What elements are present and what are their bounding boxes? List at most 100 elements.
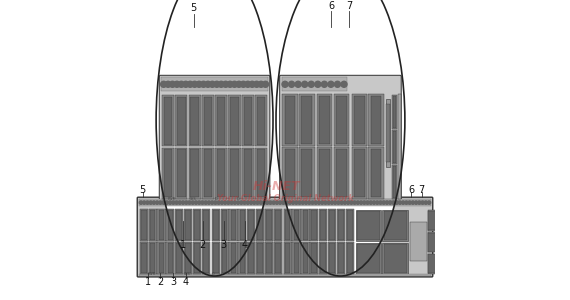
Bar [177, 243, 182, 273]
Bar [284, 149, 295, 197]
Circle shape [162, 201, 165, 204]
FancyBboxPatch shape [280, 75, 401, 202]
Bar [242, 95, 254, 146]
Circle shape [241, 81, 246, 87]
Bar [354, 96, 365, 144]
Circle shape [253, 201, 256, 204]
Bar [302, 149, 312, 197]
Bar [229, 242, 238, 274]
Text: 5: 5 [140, 185, 146, 195]
Circle shape [158, 201, 162, 204]
FancyBboxPatch shape [159, 75, 270, 202]
Bar [190, 97, 199, 145]
Bar [141, 210, 146, 240]
Bar [239, 210, 245, 240]
Circle shape [382, 201, 385, 204]
Circle shape [258, 81, 264, 87]
Bar [164, 149, 172, 197]
Bar [274, 209, 282, 241]
Circle shape [233, 201, 237, 204]
Bar [294, 210, 299, 240]
Circle shape [314, 201, 317, 204]
Bar [150, 243, 156, 273]
Circle shape [349, 201, 353, 204]
Bar [393, 96, 396, 128]
Bar [392, 165, 397, 199]
Circle shape [209, 81, 215, 87]
Circle shape [207, 201, 211, 204]
Circle shape [194, 201, 198, 204]
Bar [247, 209, 255, 241]
Circle shape [395, 201, 398, 204]
Text: D: D [211, 272, 214, 276]
Circle shape [366, 201, 369, 204]
Bar [386, 99, 390, 167]
Circle shape [161, 81, 166, 87]
Bar [222, 210, 227, 240]
Circle shape [198, 201, 201, 204]
Bar [265, 242, 273, 274]
Circle shape [201, 81, 206, 87]
Circle shape [304, 201, 308, 204]
Bar [157, 242, 166, 274]
Bar [368, 94, 384, 146]
Bar [370, 96, 381, 144]
Bar [229, 95, 241, 146]
Bar [328, 242, 336, 274]
Bar [215, 95, 227, 146]
Bar [177, 210, 182, 240]
Circle shape [298, 201, 302, 204]
Bar [231, 210, 237, 240]
Bar [347, 243, 353, 273]
Bar [428, 232, 442, 252]
Bar [386, 104, 389, 162]
Text: 4: 4 [183, 277, 189, 287]
Bar [283, 242, 292, 274]
Bar [338, 243, 344, 273]
Text: ID: ID [215, 197, 219, 201]
Bar [393, 131, 396, 163]
Bar [243, 149, 252, 197]
Bar [162, 148, 174, 199]
Bar [285, 243, 291, 273]
Bar [249, 243, 254, 273]
Ellipse shape [276, 0, 405, 276]
Bar [203, 210, 209, 240]
Circle shape [230, 201, 233, 204]
Bar [175, 209, 184, 241]
Bar [384, 211, 407, 240]
Circle shape [295, 81, 301, 87]
Bar [311, 210, 317, 240]
Bar [247, 242, 255, 274]
Circle shape [282, 201, 285, 204]
Bar [157, 209, 166, 241]
Bar [384, 244, 407, 273]
Circle shape [237, 201, 240, 204]
Bar [319, 149, 330, 197]
Circle shape [328, 81, 334, 87]
Bar [166, 242, 174, 274]
Circle shape [291, 201, 295, 204]
Bar [229, 209, 238, 241]
Text: Your Global Original Network: Your Global Original Network [217, 194, 353, 202]
Circle shape [301, 201, 304, 204]
Text: SYS: SYS [190, 197, 196, 201]
Circle shape [359, 201, 363, 204]
Bar [334, 147, 349, 199]
Bar [230, 149, 239, 197]
Bar [222, 243, 227, 273]
Bar [336, 96, 347, 144]
Circle shape [385, 201, 389, 204]
Bar [162, 95, 174, 146]
Circle shape [321, 81, 327, 87]
Circle shape [152, 201, 156, 204]
Circle shape [172, 201, 175, 204]
Circle shape [405, 201, 408, 204]
Circle shape [356, 201, 360, 204]
Text: 2: 2 [157, 277, 163, 287]
Bar [275, 243, 281, 273]
Bar [176, 95, 188, 146]
Bar [168, 243, 173, 273]
Bar [242, 148, 254, 199]
Circle shape [421, 201, 424, 204]
